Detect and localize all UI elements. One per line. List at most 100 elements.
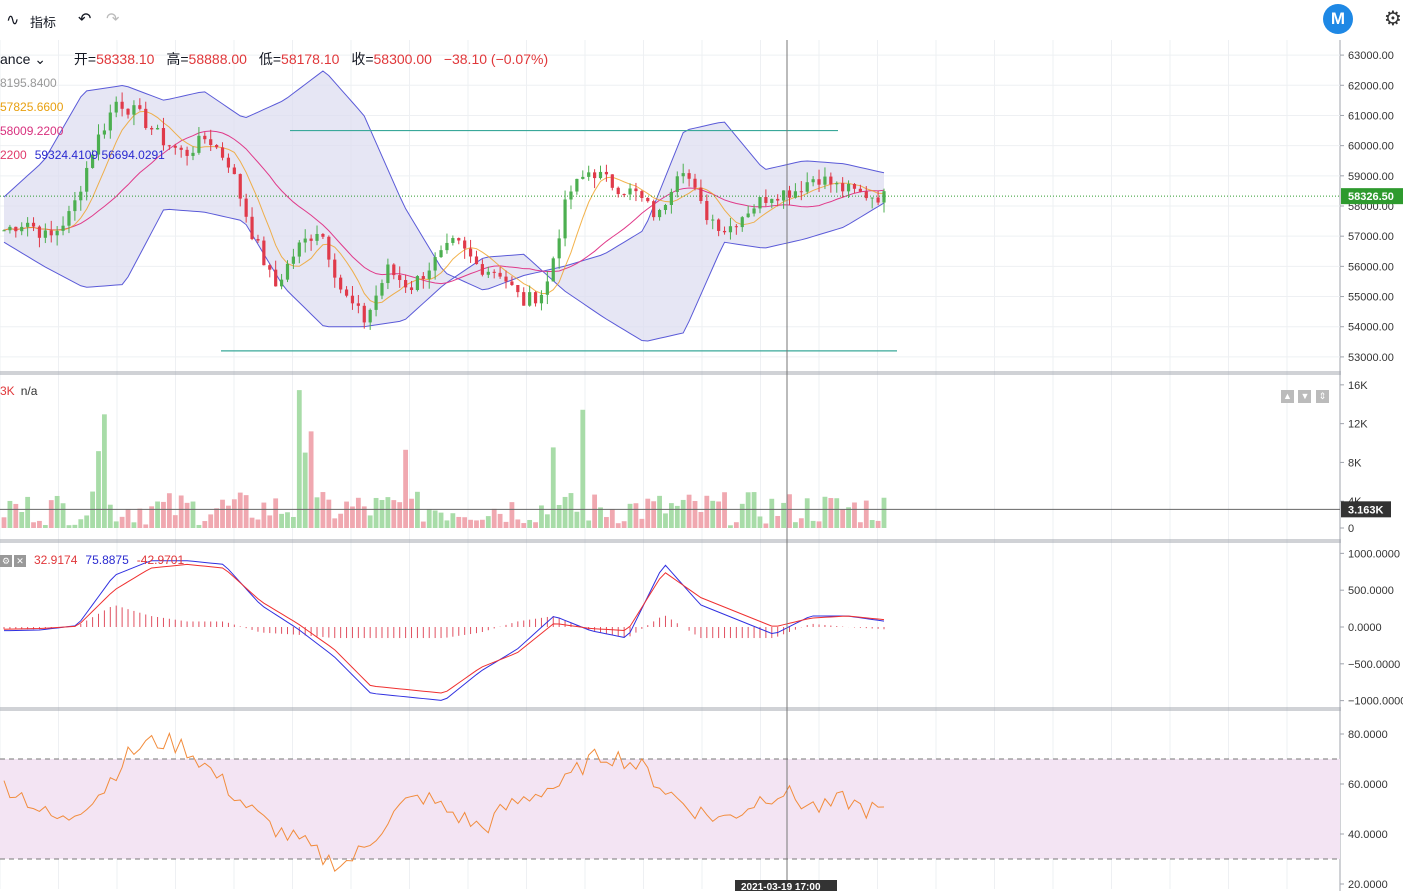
candle[interactable] (457, 238, 461, 241)
volume-bar[interactable] (485, 516, 491, 528)
candle[interactable] (26, 222, 30, 227)
volume-bar[interactable] (125, 509, 131, 528)
candle[interactable] (829, 176, 833, 185)
macd-dea-line[interactable] (3, 563, 885, 694)
candle[interactable] (799, 191, 803, 193)
volume-bar[interactable] (231, 499, 237, 528)
volume-bar[interactable] (214, 508, 220, 528)
volume-bar[interactable] (220, 499, 225, 528)
volume-bar[interactable] (775, 515, 781, 528)
candle[interactable] (687, 173, 691, 179)
volume-bar[interactable] (781, 502, 786, 528)
gear-icon[interactable]: ⚙ (1384, 8, 1402, 30)
volume-bar[interactable] (562, 496, 568, 528)
volume-bar[interactable] (816, 521, 822, 528)
candle[interactable] (793, 191, 798, 198)
volume-bar[interactable] (149, 506, 155, 528)
candle[interactable] (350, 295, 355, 304)
volume-bar[interactable] (279, 513, 284, 528)
volume-bar[interactable] (31, 522, 36, 528)
volume-bar[interactable] (627, 503, 633, 528)
volume-bar[interactable] (651, 501, 657, 528)
volume-bar[interactable] (415, 491, 420, 528)
candle[interactable] (504, 276, 508, 282)
volume-bar[interactable] (426, 509, 432, 528)
volume-bar[interactable] (397, 502, 403, 528)
volume-bar[interactable] (580, 409, 586, 528)
volume-bar[interactable] (350, 506, 355, 528)
volume-panel[interactable] (0, 390, 1340, 528)
candle[interactable] (835, 183, 839, 185)
volume-bar[interactable] (739, 503, 745, 528)
candle[interactable] (191, 152, 195, 156)
volume-bar[interactable] (37, 520, 42, 528)
volume-bar[interactable] (645, 498, 651, 528)
volume-bar[interactable] (521, 523, 527, 528)
candle[interactable] (43, 230, 47, 238)
volume-bar[interactable] (863, 500, 869, 528)
candle[interactable] (640, 191, 644, 198)
candle[interactable] (232, 167, 236, 175)
volume-bar[interactable] (119, 516, 125, 528)
candle[interactable] (256, 239, 260, 241)
volume-bar[interactable] (834, 498, 840, 528)
volume-bar[interactable] (261, 502, 267, 528)
candle[interactable] (49, 230, 53, 236)
candle[interactable] (781, 190, 786, 201)
volume-bar[interactable] (25, 496, 31, 528)
volume-bar[interactable] (42, 525, 48, 528)
volume-bar[interactable] (733, 522, 739, 528)
candle[interactable] (817, 179, 821, 185)
candle[interactable] (657, 210, 662, 218)
candle[interactable] (882, 191, 886, 203)
volume-bar[interactable] (267, 515, 273, 528)
candle[interactable] (722, 230, 727, 233)
candle[interactable] (96, 134, 101, 155)
candle[interactable] (209, 139, 213, 145)
pane-collapse-icon[interactable]: ⇕ (1315, 390, 1329, 403)
volume-bar[interactable] (320, 492, 326, 528)
candle[interactable] (858, 188, 862, 192)
volume-bar[interactable] (373, 497, 379, 528)
volume-bar[interactable] (143, 524, 149, 528)
candle[interactable] (593, 172, 597, 179)
candle[interactable] (463, 240, 467, 249)
volume-bar[interactable] (491, 508, 497, 528)
candle[interactable] (610, 174, 614, 188)
candle[interactable] (841, 183, 845, 192)
candle[interactable] (120, 101, 124, 109)
volume-bar[interactable] (285, 512, 290, 528)
volume-bar[interactable] (432, 510, 438, 528)
volume-bar[interactable] (78, 519, 84, 528)
candle[interactable] (203, 135, 207, 140)
candle[interactable] (79, 191, 83, 201)
candle[interactable] (108, 112, 112, 131)
volume-bar[interactable] (503, 521, 509, 528)
volume-bar[interactable] (444, 520, 450, 528)
candle[interactable] (179, 147, 183, 150)
volume-bar[interactable] (450, 513, 456, 528)
volume-bar[interactable] (763, 523, 769, 528)
indicator-button[interactable]: 指标 (30, 15, 57, 30)
candle[interactable] (634, 188, 638, 192)
volume-bar[interactable] (728, 525, 733, 528)
volume-bar[interactable] (822, 496, 828, 528)
candle[interactable] (468, 248, 473, 257)
candle[interactable] (652, 201, 656, 218)
candle[interactable] (764, 197, 768, 203)
candle[interactable] (291, 256, 295, 264)
candle[interactable] (197, 135, 201, 153)
candle[interactable] (2, 230, 6, 232)
candle[interactable] (746, 213, 750, 218)
volume-bar[interactable] (438, 512, 444, 528)
volume-bar[interactable] (869, 520, 875, 528)
candle[interactable] (285, 263, 290, 280)
candle[interactable] (510, 281, 514, 285)
volume-bar[interactable] (604, 517, 609, 528)
volume-bar[interactable] (609, 509, 615, 528)
volume-bar[interactable] (857, 522, 863, 528)
volume-bar[interactable] (798, 518, 804, 528)
volume-bar[interactable] (852, 502, 857, 528)
candle[interactable] (563, 199, 567, 239)
volume-bar[interactable] (686, 494, 692, 528)
